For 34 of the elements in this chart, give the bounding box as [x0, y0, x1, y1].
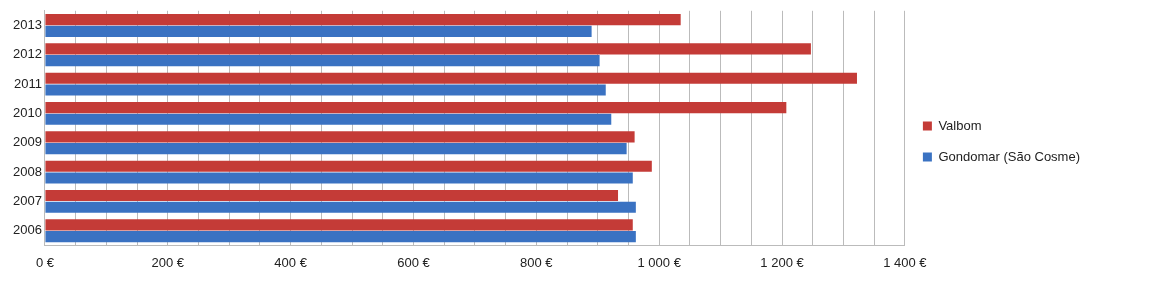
- bar: [45, 160, 652, 172]
- bar: [45, 172, 633, 184]
- bar: [45, 131, 635, 143]
- y-tick-label: 2010: [13, 105, 42, 121]
- x-tick-label: 1 000 €: [637, 254, 682, 270]
- bar: [45, 14, 681, 26]
- y-tick-label: 2013: [13, 17, 42, 33]
- x-tick-label: 0 €: [35, 254, 55, 270]
- bar: [45, 143, 627, 155]
- x-tick-label: 200 €: [151, 254, 185, 270]
- y-tick-label: 2008: [13, 163, 42, 179]
- x-tick-label: 1 200 €: [760, 254, 805, 270]
- bar: [45, 84, 606, 96]
- y-tick-label: 2009: [13, 134, 42, 150]
- x-tick-label: 800 €: [520, 254, 554, 270]
- y-tick-label: 2011: [13, 75, 42, 91]
- legend-label: Gondomar (São Cosme): [938, 148, 1081, 164]
- bar: [45, 25, 592, 37]
- bar: [45, 219, 633, 231]
- bar: [45, 102, 787, 114]
- bar: [45, 72, 857, 84]
- x-tick-label: 1 400 €: [883, 254, 928, 270]
- legend-label: Valbom: [938, 117, 982, 133]
- bar: [45, 231, 636, 243]
- x-tick-label: 400 €: [274, 254, 308, 270]
- bar: [45, 113, 612, 125]
- y-tick-label: 2007: [13, 192, 42, 208]
- bar: [45, 201, 636, 213]
- bar: [45, 55, 600, 67]
- x-tick-label: 600 €: [397, 254, 431, 270]
- bar: [45, 43, 811, 55]
- y-tick-label: 2012: [13, 46, 42, 62]
- y-tick-label: 2006: [13, 222, 42, 238]
- bar: [45, 189, 619, 202]
